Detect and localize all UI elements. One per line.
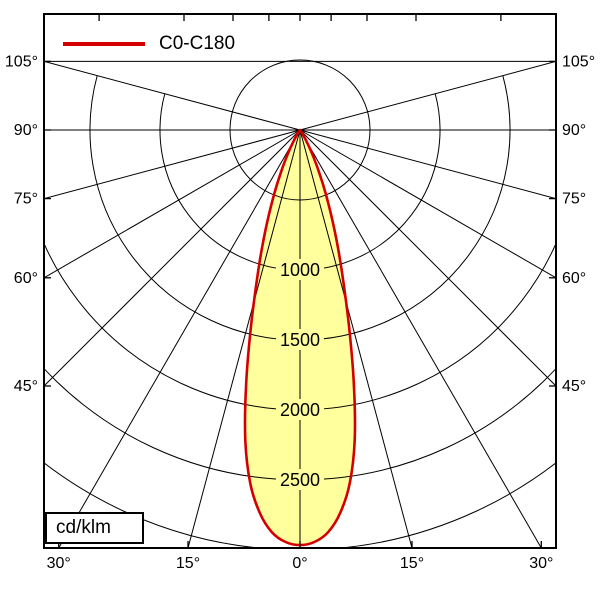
grid-ray--105: [44, 60, 301, 131]
legend-line-c0-c180: [63, 42, 145, 46]
radius-label-bg-1000: [276, 259, 324, 280]
angle-label-bottom-4: 30°: [529, 555, 553, 572]
grid-ray--15: [187, 129, 301, 548]
radius-label-2500: 2500: [280, 470, 320, 490]
frame-ticks: [44, 14, 556, 548]
angle-label-right-105: 105°: [562, 53, 595, 70]
grid-ray-45: [299, 129, 556, 387]
angle-label-left-105: 105°: [5, 53, 38, 70]
angle-label-bottom-0: 30°: [47, 555, 71, 572]
grid-ray-15: [299, 129, 413, 548]
angle-label-bottom-2: 0°: [292, 555, 307, 572]
grid-ray-75: [299, 129, 556, 200]
angle-label-right-75: 75°: [562, 191, 586, 208]
plot-frame: [43, 13, 557, 549]
angle-label-bottom-3: 15°: [400, 555, 424, 572]
unit-box: cd/klm: [45, 512, 144, 544]
radius-label-1500: 1500: [280, 330, 320, 350]
legend-label: C0-C180: [159, 33, 236, 54]
grid-ray--30: [58, 129, 301, 548]
angle-label-left-60: 60°: [14, 270, 38, 287]
angle-label-right-45: 45°: [562, 378, 586, 395]
grid-ray-105: [299, 60, 556, 131]
radius-label-2000: 2000: [280, 400, 320, 420]
angle-label-right-60: 60°: [562, 270, 586, 287]
legend: C0-C180: [63, 33, 235, 55]
angle-label-bottom-1: 15°: [176, 555, 200, 572]
radius-labels: 1000 1500 2000 2500: [276, 259, 324, 490]
radius-label-bg-2500: [276, 469, 324, 490]
grid-ray--60: [44, 129, 301, 279]
grid-ray--75: [44, 129, 301, 200]
radius-label-bg-2000: [276, 399, 324, 420]
radius-label-1000: 1000: [280, 260, 320, 280]
grid-ray--45: [44, 129, 301, 387]
grid-ray-60: [299, 129, 556, 279]
angle-label-left-90: 90°: [14, 122, 38, 139]
angle-label-left-75: 75°: [14, 191, 38, 208]
angle-label-right-90: 90°: [562, 122, 586, 139]
radius-label-bg-1500: [276, 329, 324, 350]
grid-ray-30: [299, 129, 542, 548]
angle-labels: 105° 105° 90° 90° 75° 75° 60° 60° 45° 45° 30° 15° 0°…: [5, 53, 595, 572]
angle-label-left-45: 45°: [14, 378, 38, 395]
unit-label: cd/klm: [56, 517, 111, 538]
